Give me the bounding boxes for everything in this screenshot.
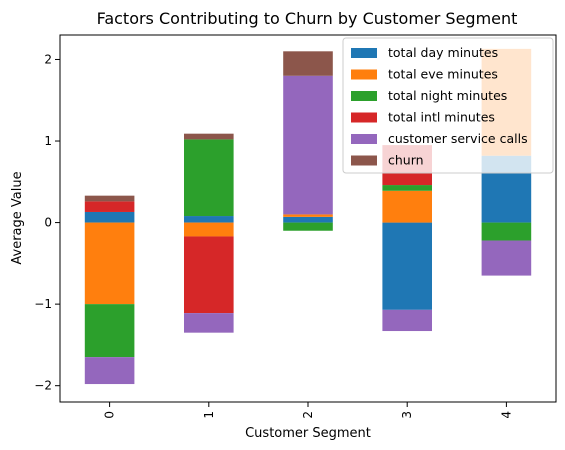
legend-swatch [351,69,377,80]
x-tick-label: 3 [400,411,414,419]
x-axis-label: Customer Segment [245,426,371,441]
bar-segment-2-s1 [283,214,333,217]
bar-segment-1-s1 [184,222,234,237]
bar-segment-4-s2 [481,222,532,241]
bar-segment-0-s4 [84,357,135,385]
bar-segment-3-s2 [382,185,432,191]
legend-swatch [351,112,377,123]
legend-label: total intl minutes [388,110,495,125]
chart-title: Factors Contributing to Churn by Custome… [97,9,518,28]
bar-segment-4-s4 [481,240,532,276]
y-axis: −2 −1 0 1 2 [34,52,60,393]
y-tick-label: −2 [34,379,52,393]
y-axis-label: Average Value [10,171,25,264]
x-tick-label: 4 [499,411,513,419]
legend-label: total night minutes [388,88,507,103]
x-axis: 0 1 2 3 4 [103,402,513,419]
legend-label: total day minutes [388,45,498,60]
bar-segment-1-s0 [184,216,234,223]
legend-frame [342,37,554,174]
bar-segment-0-s1 [84,222,135,305]
bar-segment-1-s5 [184,133,234,140]
legend-label: churn [388,153,424,168]
legend-swatch [351,48,377,58]
y-tick-label: −1 [34,297,52,311]
bar-segment-2-s5 [283,51,333,76]
legend: total day minutes total eve minutes total … [342,37,554,174]
bar-segment-3-s4 [382,309,432,332]
y-tick-label: 0 [44,216,52,230]
y-tick-label: 1 [44,134,52,148]
bar-segment-0-s5 [84,195,135,202]
bar-segment-3-s1 [382,190,432,223]
legend-swatch [351,91,377,101]
x-tick-label: 0 [103,411,117,419]
legend-swatch [351,155,377,166]
x-tick-label: 2 [301,411,315,419]
bar-segment-1-s4 [184,313,234,333]
bar-segment-3-s0 [382,222,432,310]
bar-segment-1-s2 [184,139,234,217]
legend-label: total eve minutes [388,67,498,82]
bar-segment-2-s2 [283,222,333,231]
x-tick-label: 1 [202,411,216,419]
y-tick-label: 2 [44,52,52,66]
bar-segment-2-s0 [283,216,333,223]
bar-segment-0-s3 [84,201,135,212]
bar-segment-1-s3 [184,236,234,314]
bar-segment-0-s2 [84,304,135,358]
bar-segment-0-s0 [84,211,135,223]
legend-swatch [351,134,377,144]
bar-segment-2-s4 [283,75,333,215]
legend-label: customer service calls [388,131,528,146]
